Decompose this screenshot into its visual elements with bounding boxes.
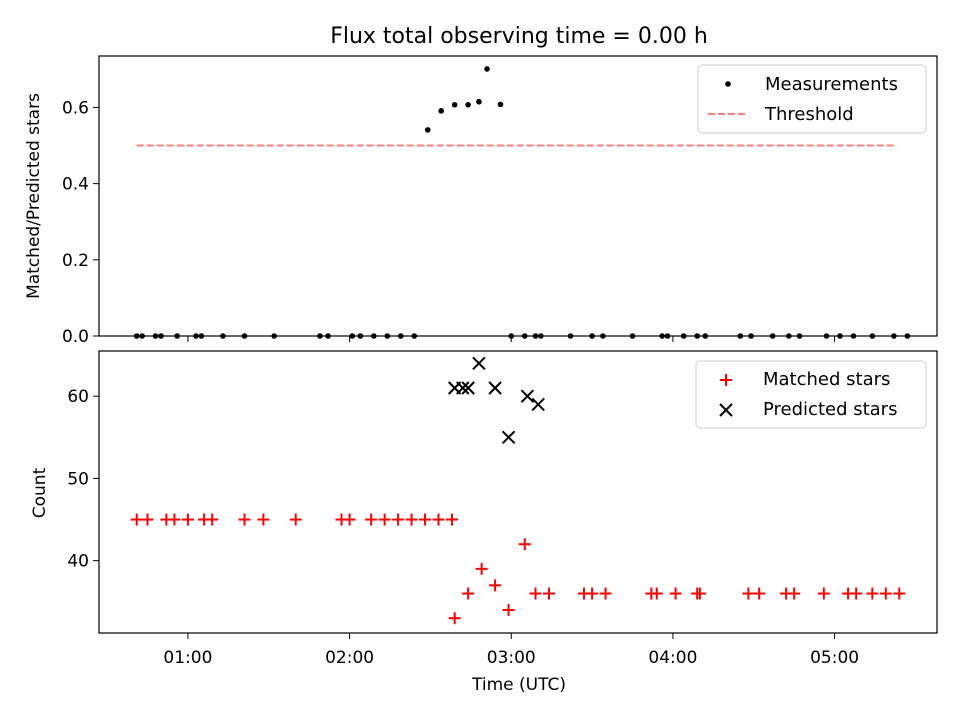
matched-star-point bbox=[586, 587, 599, 600]
matched-star-point bbox=[788, 587, 801, 600]
top-y-axis-label: Matched/Predicted stars bbox=[24, 93, 44, 299]
matched-star-point bbox=[141, 513, 154, 526]
bottom-legend-box bbox=[695, 360, 927, 429]
matched-star-point bbox=[432, 513, 445, 526]
y-tick-label: 60 bbox=[67, 387, 89, 407]
matched-star-point bbox=[419, 513, 432, 526]
matched-star-point bbox=[518, 538, 531, 551]
matched-star-point bbox=[238, 513, 251, 526]
matched-star-point bbox=[405, 513, 418, 526]
x-tick-label: 05:00 bbox=[810, 648, 859, 668]
matched-star-point bbox=[489, 579, 502, 592]
predicted-star-point bbox=[472, 356, 486, 371]
legend-predicted-label: Predicted stars bbox=[763, 399, 897, 420]
matched-star-point bbox=[866, 587, 879, 600]
measurement-point bbox=[476, 98, 482, 105]
legend-matched-marker bbox=[720, 374, 732, 386]
y-tick-label: 0.0 bbox=[62, 327, 89, 347]
top-plot-frame bbox=[98, 55, 938, 337]
y-tick-label: 0.4 bbox=[62, 175, 89, 195]
matched-star-point bbox=[365, 513, 378, 526]
x-stroke-b bbox=[520, 389, 535, 403]
bottom-y-ticks: 40 50 60 bbox=[67, 387, 99, 572]
predicted-star-point bbox=[520, 389, 535, 403]
y-tick-label: 50 bbox=[67, 469, 89, 489]
legend-measurements-marker bbox=[725, 81, 731, 87]
matched-star-point bbox=[392, 513, 405, 526]
x-stroke-b bbox=[461, 381, 475, 395]
y-tick-label: 0.6 bbox=[62, 98, 89, 118]
matched-star-point bbox=[753, 587, 766, 600]
measurement-point bbox=[484, 66, 490, 72]
x-tick-label: 04:00 bbox=[648, 648, 697, 668]
matched-star-point bbox=[669, 587, 682, 600]
matched-star-point bbox=[257, 513, 270, 526]
matched-star-point bbox=[206, 513, 219, 526]
top-legend: Measurements Threshold bbox=[697, 64, 927, 134]
bottom-y-axis-label: Count bbox=[30, 467, 50, 518]
matched-star-point bbox=[462, 587, 475, 600]
matched-star-point bbox=[650, 587, 663, 600]
bottom-plot-marks bbox=[130, 356, 906, 625]
bottom-legend: Matched stars Predicted stars bbox=[695, 360, 927, 429]
x-tick-label: 02:00 bbox=[325, 648, 374, 668]
legend-matched-label: Matched stars bbox=[763, 369, 890, 390]
matched-star-point bbox=[181, 513, 194, 526]
measurement-point bbox=[424, 127, 431, 133]
measurement-point bbox=[497, 101, 504, 108]
x-tick-label: 03:00 bbox=[487, 648, 536, 668]
matched-star-point bbox=[599, 587, 612, 600]
bottom-plot-frame bbox=[98, 350, 938, 634]
x-stroke-b bbox=[472, 356, 486, 371]
x-stroke-b bbox=[488, 381, 502, 395]
bottom-x-ticks: 01:00 02:00 03:00 04:00 05:00 bbox=[163, 633, 859, 668]
matched-star-point bbox=[693, 587, 706, 600]
x-stroke-b bbox=[531, 397, 545, 412]
x-axis-label: Time (UTC) bbox=[471, 675, 566, 695]
legend-threshold-label: Threshold bbox=[764, 104, 854, 125]
measurement-point bbox=[438, 108, 445, 114]
matched-star-point bbox=[542, 587, 555, 600]
matched-star-point bbox=[378, 513, 391, 526]
chart-title: Flux total observing time = 0.00 h bbox=[330, 24, 708, 49]
measurement-point bbox=[451, 101, 458, 108]
matched-star-point bbox=[445, 513, 458, 526]
x-stroke-b bbox=[456, 381, 470, 395]
matched-star-point bbox=[343, 513, 356, 526]
legend-measurements-label: Measurements bbox=[765, 74, 898, 95]
y-tick-label: 0.2 bbox=[62, 251, 89, 271]
predicted-star-point bbox=[531, 397, 545, 412]
predicted-star-point bbox=[456, 381, 470, 395]
matched-star-point bbox=[289, 513, 302, 526]
measurement-point bbox=[465, 101, 471, 108]
matched-star-point bbox=[817, 587, 830, 600]
x-stroke-b bbox=[501, 430, 516, 445]
predicted-star-point bbox=[501, 430, 516, 445]
x-tick-label: 01:00 bbox=[163, 648, 212, 668]
top-chart: Flux total observing time = 0.00 h Match… bbox=[24, 24, 938, 347]
matched-star-point bbox=[502, 603, 515, 616]
predicted-star-point bbox=[461, 381, 475, 395]
top-legend-box bbox=[697, 64, 927, 134]
matched-star-point bbox=[879, 587, 892, 600]
legend-predicted-marker bbox=[719, 403, 733, 417]
matched-star-point bbox=[448, 612, 461, 625]
matched-star-point bbox=[529, 587, 542, 600]
matched-star-point bbox=[742, 587, 755, 600]
predicted-star-point bbox=[488, 381, 502, 395]
top-y-ticks: 0.0 0.2 0.4 0.6 bbox=[62, 98, 99, 347]
matched-star-point bbox=[168, 513, 181, 526]
matched-star-point bbox=[130, 513, 143, 526]
matched-star-point bbox=[893, 587, 906, 600]
y-tick-label: 40 bbox=[67, 552, 89, 572]
top-plot-marks bbox=[133, 66, 911, 339]
matched-star-point bbox=[850, 587, 863, 600]
matched-star-point bbox=[475, 562, 488, 575]
